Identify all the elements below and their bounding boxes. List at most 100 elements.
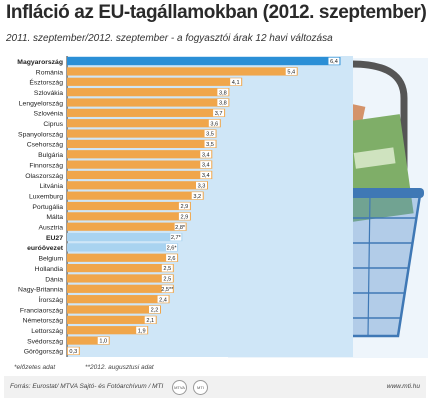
category-label-15: Málta [46, 214, 63, 221]
bar-23 [67, 295, 170, 304]
footer-bar: Forrás: Eurostat/ MTVA Sajtó- és Fotóarc… [4, 376, 426, 398]
value-label-4: 3,8 [219, 101, 227, 107]
bar-chart: 6,4 5,4 4,1 3,8 3,8 3,7 3,6 3,5 3,5 3,4 3,4 3,4 3,3 3… [14, 56, 428, 371]
value-label-box-19 [166, 254, 178, 262]
value-label-7: 3,5 [206, 132, 214, 138]
bar-11 [67, 170, 213, 180]
category-label-10: Finnország [29, 162, 63, 169]
value-label-14: 2,9 [181, 204, 189, 210]
bar-12 [67, 181, 208, 190]
category-label-18: euróövezet [27, 245, 64, 252]
chart-subtitle: 2011. szeptember/2012. szeptember - a fo… [6, 33, 333, 44]
bar-18 [67, 243, 179, 252]
bar-10 [67, 160, 213, 169]
value-label-box-6 [208, 119, 220, 127]
category-label-16: Ausztria [38, 225, 63, 232]
value-label-10: 3,4 [202, 163, 210, 169]
bar-7 [67, 129, 217, 138]
category-label-25: Németország [23, 318, 64, 325]
value-label-box-11 [200, 171, 212, 179]
value-label-22: 2,5** [161, 287, 174, 293]
bar-1 [67, 67, 298, 76]
value-label-box-27 [97, 337, 109, 345]
bar-0 [67, 57, 341, 66]
note-august: **2012. augusztusi adat [85, 364, 155, 371]
value-label-8: 3,5 [206, 142, 214, 148]
category-label-21: Dánia [45, 276, 63, 283]
value-label-box-18 [166, 243, 178, 251]
value-label-box-8 [204, 140, 216, 148]
value-label-11: 3,4 [202, 173, 210, 179]
value-label-28: 0,3 [69, 349, 77, 355]
bar-26 [67, 326, 149, 335]
value-label-box-14 [178, 202, 190, 210]
value-label-box-24 [149, 306, 160, 313]
value-label-box-26 [136, 326, 148, 334]
bar-9 [67, 150, 213, 159]
value-label-box-15 [178, 212, 190, 220]
category-label-3: Szlovákia [34, 90, 63, 97]
chart-title: Infláció az EU-tagállamokban (2012. szep… [6, 2, 427, 23]
bar-21 [67, 274, 174, 283]
value-label-box-21 [161, 274, 173, 282]
note-estimated: *előzetes adat [14, 364, 56, 371]
bar-15 [67, 212, 191, 221]
value-label-21: 2,5 [163, 277, 171, 283]
category-label-5: Szlovénia [34, 111, 64, 118]
bar-14 [67, 201, 191, 211]
source-text: Forrás: Eurostat/ MTVA Sajtó- és Fotóarc… [10, 383, 164, 390]
value-label-box-0 [328, 57, 340, 65]
category-label-6: Ciprus [43, 121, 63, 128]
footer-logos: MTVA MTI [172, 380, 214, 395]
value-label-box-12 [196, 181, 207, 189]
value-label-box-3 [217, 88, 229, 96]
category-label-22: Nagy-Britannia [18, 287, 63, 294]
value-label-3: 3,8 [219, 90, 227, 96]
value-label-box-7 [204, 130, 216, 138]
value-label-19: 2,6 [168, 256, 176, 262]
value-label-box-23 [157, 295, 169, 303]
bar-24 [67, 305, 161, 314]
bar-17 [67, 232, 183, 242]
value-label-box-16 [174, 223, 186, 231]
value-label-box-2 [230, 78, 242, 86]
bar-16 [67, 222, 187, 231]
mtva-logo-icon: MTVA [172, 380, 187, 395]
value-label-1: 5,4 [287, 70, 295, 76]
value-label-box-20 [161, 264, 173, 272]
value-label-23: 2,4 [159, 297, 167, 303]
category-label-28: Görögország [24, 349, 64, 356]
value-label-20: 2,5 [163, 266, 171, 272]
value-label-box-17 [170, 233, 182, 241]
category-label-17: EU27 [46, 235, 63, 242]
category-label-1: Románia [36, 69, 63, 76]
value-label-9: 3,4 [202, 152, 210, 158]
bar-19 [67, 253, 179, 262]
bar-6 [67, 119, 221, 128]
value-label-box-10 [200, 161, 212, 169]
value-label-box-5 [213, 109, 225, 117]
category-label-4: Lengyelország [19, 100, 63, 107]
category-label-27: Svédország [27, 338, 63, 345]
value-label-box-4 [217, 99, 229, 106]
category-label-2: Észtország [29, 78, 63, 87]
category-label-13: Luxemburg [29, 193, 63, 200]
value-label-box-13 [191, 192, 203, 200]
value-label-box-1 [285, 67, 297, 75]
category-label-14: Portugália [32, 204, 63, 211]
footer-url[interactable]: www.mti.hu [386, 383, 420, 390]
category-label-7: Spanyolország [18, 131, 63, 138]
category-label-23: Írország [38, 295, 63, 304]
value-label-26: 1,9 [138, 328, 146, 334]
bar-27 [67, 336, 110, 345]
value-label-18: 2,6* [167, 246, 178, 252]
value-label-27: 1,0 [99, 339, 107, 345]
category-label-19: Belgium [38, 256, 63, 263]
bar-8 [67, 139, 217, 148]
value-label-5: 3,7 [215, 111, 223, 117]
category-label-0: Magyarország [17, 59, 63, 66]
value-label-25: 2,1 [146, 318, 154, 324]
category-label-8: Csehország [27, 142, 63, 149]
bar-13 [67, 191, 204, 200]
category-label-12: Litvánia [40, 183, 64, 190]
